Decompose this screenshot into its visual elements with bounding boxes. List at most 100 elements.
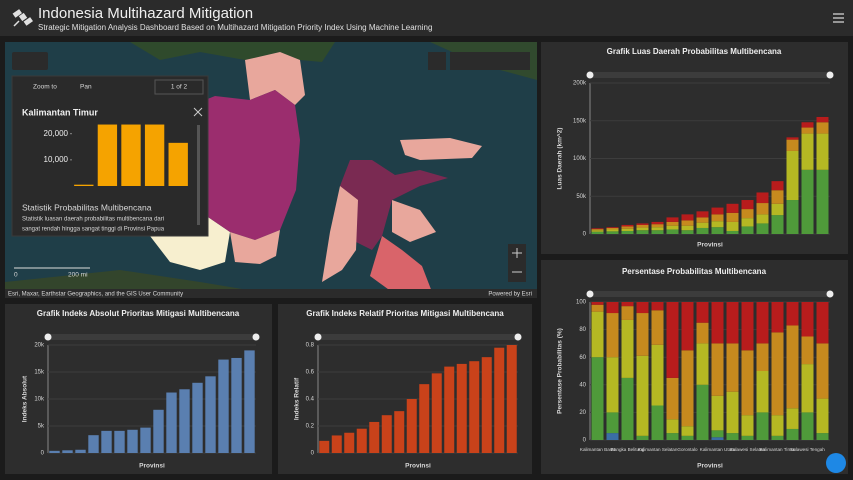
y-tick-label: 50k xyxy=(576,194,587,200)
bar-segment xyxy=(726,391,739,434)
bar-segment xyxy=(756,192,769,204)
bar xyxy=(394,411,405,453)
y-tick-label: 200k xyxy=(573,81,587,87)
bar-segment xyxy=(726,433,739,440)
bar xyxy=(179,389,190,453)
close-button[interactable] xyxy=(193,107,203,117)
range-handle[interactable] xyxy=(514,333,522,341)
bar-segment xyxy=(651,221,664,225)
range-slider xyxy=(590,291,830,297)
y-tick-label: 10k xyxy=(34,397,45,403)
layer-button[interactable] xyxy=(12,52,48,70)
bar-segment xyxy=(756,371,769,413)
bar-segment xyxy=(816,398,829,434)
bar-segment xyxy=(786,150,799,201)
bar-segment xyxy=(711,207,724,215)
y-tick-label: 20k xyxy=(34,343,45,349)
bar-segment xyxy=(666,225,679,230)
province xyxy=(322,186,358,282)
bar-segment xyxy=(636,313,649,356)
bar-segment xyxy=(711,395,724,431)
bar-segment xyxy=(741,209,754,219)
y-tick-label: 80 xyxy=(579,327,586,333)
bar xyxy=(127,429,138,453)
bar-segment xyxy=(621,302,634,307)
bar-segment xyxy=(666,302,679,378)
pan[interactable]: Pan xyxy=(80,84,92,91)
zoom-to[interactable]: Zoom to xyxy=(33,84,57,91)
bar-segment xyxy=(621,319,634,378)
range-slider xyxy=(318,334,518,340)
range-handle[interactable] xyxy=(826,71,834,79)
bar xyxy=(331,435,342,453)
bar xyxy=(218,359,229,453)
search-button[interactable] xyxy=(428,52,446,70)
bar-segment xyxy=(711,302,724,344)
province xyxy=(400,138,482,160)
powered-by: Powered by Esri xyxy=(488,292,532,298)
x-axis-label: Provinsi xyxy=(697,463,723,470)
bar-segment xyxy=(726,212,739,222)
bar-segment xyxy=(801,364,814,413)
bar-segment xyxy=(606,227,619,230)
bar xyxy=(153,409,164,453)
y-axis-label: Indeks Absolut xyxy=(22,375,29,422)
bar-segment xyxy=(756,412,769,440)
y-tick-label: 100 xyxy=(576,300,587,306)
tool-buttons[interactable] xyxy=(450,52,530,70)
y-tick-label: 60 xyxy=(579,355,586,361)
bar-segment xyxy=(681,225,694,231)
y-tick-label: 20 xyxy=(579,410,586,416)
bar xyxy=(231,357,242,453)
y-tick-label: 15k xyxy=(34,370,45,376)
y-axis-label: Indeks Relatif xyxy=(294,377,301,420)
x-axis-label: Provinsi xyxy=(405,463,431,470)
bar xyxy=(431,373,442,453)
bar xyxy=(244,350,255,453)
bar-segment xyxy=(771,415,784,436)
range-handle[interactable] xyxy=(314,333,322,341)
bar-segment xyxy=(681,302,694,351)
bar-segment xyxy=(681,350,694,427)
bar xyxy=(319,440,330,453)
bar-segment xyxy=(726,221,739,231)
province xyxy=(392,200,436,242)
range-handle[interactable] xyxy=(44,333,52,341)
range-handle[interactable] xyxy=(826,290,834,298)
bar-segment xyxy=(801,336,814,365)
bar-segment xyxy=(696,322,709,344)
bar-segment xyxy=(801,169,814,234)
menu-button[interactable] xyxy=(833,13,844,23)
bar-segment xyxy=(711,214,724,222)
refresh-button[interactable] xyxy=(826,453,846,473)
chart-title: Grafik Luas Daerah Probabilitas Multiben… xyxy=(607,47,782,56)
range-handle[interactable] xyxy=(586,290,594,298)
bar xyxy=(419,384,430,453)
bar-segment xyxy=(741,415,754,436)
bar-segment xyxy=(636,223,649,225)
bar-segment xyxy=(666,433,679,440)
bar xyxy=(49,450,60,453)
bar-segment xyxy=(651,230,664,234)
range-handle[interactable] xyxy=(252,333,260,341)
bar-segment xyxy=(711,437,724,440)
bar-segment xyxy=(591,228,604,230)
pager[interactable]: 1 of 2 xyxy=(171,84,188,91)
bar-segment xyxy=(651,302,664,311)
bar-segment xyxy=(756,302,769,344)
y-tick-label: 0.6 xyxy=(306,370,315,376)
bar xyxy=(344,432,355,453)
bar xyxy=(406,399,417,453)
bar-segment xyxy=(621,377,634,440)
bar-segment xyxy=(756,203,769,215)
bar-segment xyxy=(696,222,709,228)
bar-segment xyxy=(606,433,619,440)
bar-segment xyxy=(606,227,619,228)
bar xyxy=(74,184,94,186)
title: Indonesia Multihazard Mitigation xyxy=(38,5,253,22)
bar-segment xyxy=(741,435,754,440)
popup-scrollbar[interactable] xyxy=(197,125,200,225)
bar-segment xyxy=(801,133,814,170)
range-handle[interactable] xyxy=(586,71,594,79)
